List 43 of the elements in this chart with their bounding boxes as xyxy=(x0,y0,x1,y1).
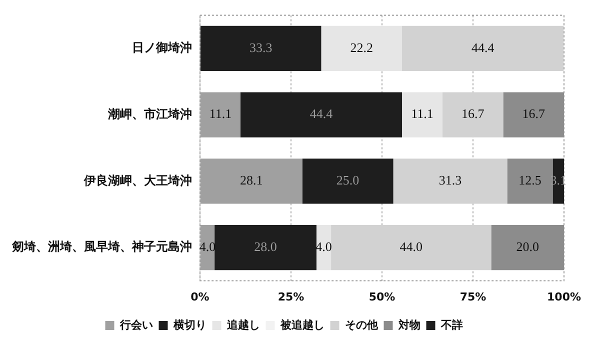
bar xyxy=(321,26,402,71)
data-label: 31.3 xyxy=(438,172,462,188)
bar xyxy=(402,26,564,71)
data-label: 44.0 xyxy=(400,239,422,254)
x-tick-label: 50% xyxy=(368,290,396,304)
data-label: 28.0 xyxy=(254,239,277,254)
data-label: 44.4 xyxy=(310,106,334,122)
data-label: 16.7 xyxy=(522,106,546,122)
bar xyxy=(302,158,394,204)
bar xyxy=(491,225,564,270)
bar xyxy=(200,26,322,71)
x-tick-label: 100% xyxy=(547,290,581,304)
bar xyxy=(503,92,564,138)
y-tick-label: 剱埼、洲埼、風早埼、神子元島沖 xyxy=(11,240,192,254)
data-label: 33.3 xyxy=(249,40,272,55)
legend-label: 横切り xyxy=(172,318,206,332)
data-label: 16.7 xyxy=(461,106,485,122)
data-label: 20.0 xyxy=(516,239,539,254)
y-tick-label: 日ノ御埼沖 xyxy=(132,40,192,55)
bar xyxy=(331,225,492,270)
legend-label: 不詳 xyxy=(440,318,463,332)
x-tick-label: 25% xyxy=(278,290,304,304)
x-tick-label: 75% xyxy=(460,290,486,304)
bar xyxy=(402,92,442,138)
bar xyxy=(442,92,504,138)
legend-label: 被追越し xyxy=(279,318,324,332)
legend-label: 行会い xyxy=(118,318,153,332)
y-tick-label: 伊良湖岬、大王埼沖 xyxy=(83,173,192,188)
x-tick-label: 0% xyxy=(190,290,210,304)
bar xyxy=(393,158,508,204)
data-label: 28.1 xyxy=(240,172,263,188)
data-label: 22.2 xyxy=(350,40,373,55)
legend-label: その他 xyxy=(344,318,379,332)
data-label: 12.5 xyxy=(518,172,542,188)
data-label: 11.1 xyxy=(209,106,232,122)
legend-label: 追越し xyxy=(226,318,260,332)
data-label: 44.4 xyxy=(471,40,495,55)
y-tick-label: 潮岬、市江埼沖 xyxy=(107,106,192,121)
bar xyxy=(240,92,402,138)
legend-label: 対物 xyxy=(397,318,420,332)
bar xyxy=(214,225,316,270)
data-label: 25.0 xyxy=(336,172,360,188)
data-label: 11.1 xyxy=(411,106,434,122)
